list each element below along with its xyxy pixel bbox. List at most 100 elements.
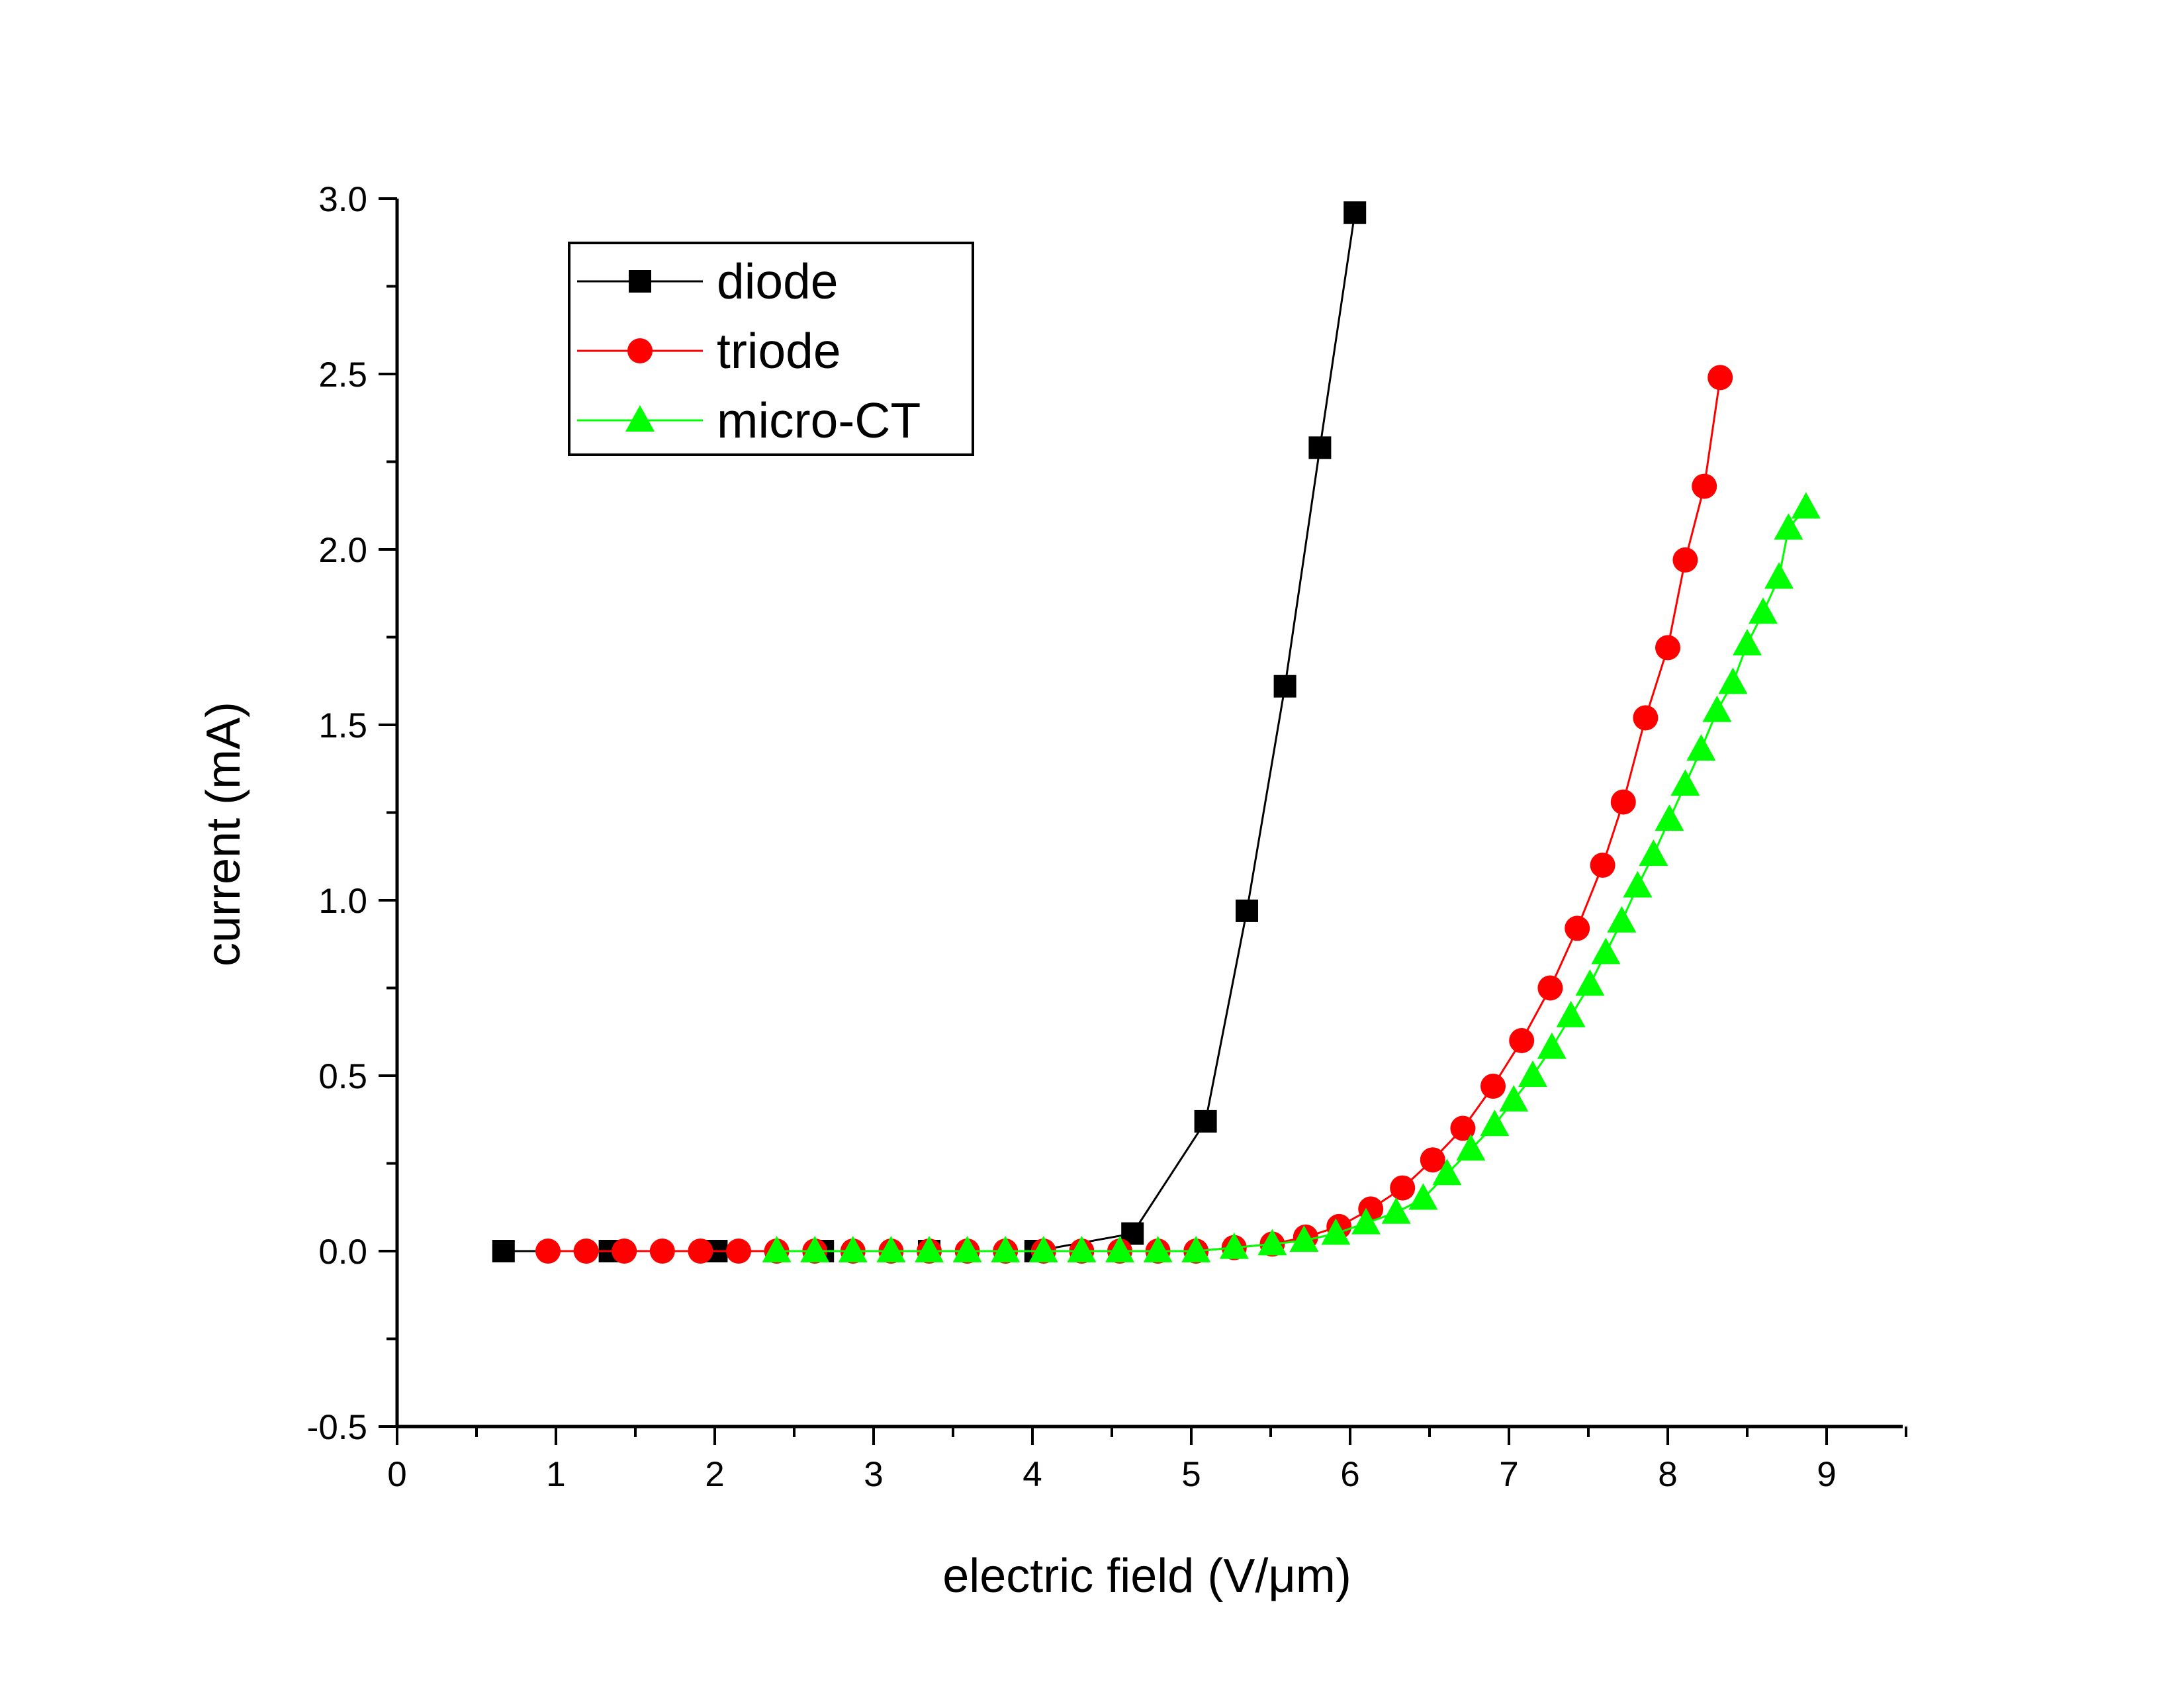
x-tick-label: 4 [1023, 1455, 1042, 1494]
data-point-micro-ct [1686, 734, 1716, 761]
data-point-triode [1692, 473, 1717, 499]
plot-area: 0 1 2 3 4 5 6 7 8 9 -0.5 0.0 0.5 1.0 1.5 2.0 2.5 3.0 [307, 180, 1907, 1494]
data-point-triode [688, 1239, 713, 1264]
data-point-micro-ct [1774, 513, 1803, 540]
data-point-triode [1610, 789, 1636, 815]
data-point-micro-ct [1607, 906, 1637, 933]
x-tick-label: 3 [864, 1455, 883, 1494]
data-point-triode [1450, 1115, 1476, 1141]
y-tick-label: -0.5 [307, 1408, 367, 1447]
data-point-micro-ct [1381, 1197, 1411, 1224]
data-point-triode [1633, 705, 1659, 731]
data-point-micro-ct [1351, 1207, 1381, 1235]
data-point-triode [649, 1239, 675, 1264]
data-point-diode [1194, 1109, 1217, 1133]
data-point-micro-ct [1499, 1085, 1529, 1112]
data-point-micro-ct [1791, 492, 1821, 519]
data-point-diode [1343, 201, 1367, 224]
data-point-triode [1509, 1028, 1535, 1053]
data-point-micro-ct [1321, 1218, 1351, 1245]
series-micro-ct [762, 492, 1821, 1262]
series-line-micro-ct [776, 506, 1807, 1252]
data-point-triode [1655, 635, 1680, 661]
data-point-micro-ct [1219, 1232, 1249, 1259]
x-tick-label: 0 [387, 1455, 406, 1494]
data-point-micro-ct [876, 1236, 906, 1262]
data-point-triode [1480, 1073, 1506, 1099]
data-point-micro-ct [1623, 870, 1653, 898]
data-point-micro-ct [800, 1236, 830, 1262]
series-triode [535, 365, 1733, 1264]
data-point-micro-ct [1432, 1158, 1462, 1186]
x-tick-label: 2 [705, 1455, 724, 1494]
data-point-triode [1672, 547, 1698, 573]
y-tick-label: 1.0 [318, 882, 367, 921]
legend-item-micro-ct: micro-CT [577, 393, 921, 448]
y-tick-label: 2.5 [318, 355, 367, 395]
data-point-micro-ct [1575, 969, 1605, 996]
x-axis-title: electric field (V/μm) [942, 1550, 1351, 1603]
data-point-micro-ct [1456, 1134, 1486, 1161]
x-tick-label: 8 [1658, 1455, 1677, 1494]
data-point-micro-ct [1028, 1236, 1058, 1262]
data-point-triode [1537, 975, 1563, 1001]
data-point-micro-ct [1289, 1225, 1319, 1252]
data-point-diode [1308, 436, 1332, 459]
y-tick-label: 0.5 [318, 1057, 367, 1096]
data-point-triode [1565, 915, 1590, 941]
y-axis-title: current (mA) [197, 702, 250, 966]
data-point-micro-ct [1670, 769, 1700, 796]
legend-item-triode: triode [577, 323, 841, 379]
data-point-micro-ct [991, 1236, 1021, 1262]
data-point-micro-ct [1143, 1236, 1173, 1262]
x-tick-label: 5 [1181, 1455, 1201, 1494]
data-point-micro-ct [1257, 1229, 1287, 1256]
data-point-micro-ct [1105, 1236, 1134, 1262]
data-point-micro-ct [1749, 597, 1778, 624]
legend-items: diode triode micro-CT [577, 254, 921, 448]
x-tick-label: 7 [1499, 1455, 1518, 1494]
data-point-micro-ct [1537, 1032, 1567, 1059]
data-point-triode [573, 1239, 599, 1264]
data-point-diode [492, 1240, 515, 1262]
legend-marker-micro-ct [625, 405, 655, 432]
legend-label-triode: triode [717, 323, 841, 379]
data-point-micro-ct [915, 1236, 944, 1262]
x-tick-label: 6 [1340, 1455, 1359, 1494]
x-ticks: 0 1 2 3 4 5 6 7 8 9 [387, 1427, 1907, 1494]
x-tick-label: 9 [1817, 1455, 1836, 1494]
series-layer [492, 201, 1821, 1264]
y-ticks: -0.5 0.0 0.5 1.0 1.5 2.0 2.5 3.0 [307, 180, 397, 1447]
data-point-micro-ct [1556, 1000, 1586, 1027]
legend-label-micro-ct: micro-CT [717, 393, 921, 448]
data-point-micro-ct [1764, 562, 1794, 589]
data-point-triode [535, 1239, 561, 1264]
data-point-micro-ct [1639, 839, 1668, 867]
data-point-micro-ct [1518, 1060, 1547, 1087]
y-tick-label: 0.0 [318, 1233, 367, 1272]
y-tick-label: 3.0 [318, 180, 367, 219]
data-point-triode [726, 1239, 751, 1264]
legend: diode triode micro-CT [568, 242, 974, 456]
data-point-micro-ct [1067, 1236, 1097, 1262]
data-point-micro-ct [762, 1236, 792, 1262]
data-point-micro-ct [1655, 804, 1684, 831]
data-point-micro-ct [1408, 1183, 1438, 1210]
legend-item-diode: diode [577, 254, 839, 309]
data-point-micro-ct [838, 1236, 868, 1262]
data-point-micro-ct [1591, 937, 1621, 964]
data-point-micro-ct [1733, 629, 1762, 656]
data-point-micro-ct [952, 1236, 982, 1262]
data-point-micro-ct [1181, 1236, 1211, 1262]
data-point-micro-ct [1702, 695, 1732, 722]
legend-marker-triode [627, 338, 653, 363]
data-point-triode [1590, 853, 1615, 878]
data-point-micro-ct [1480, 1109, 1510, 1137]
data-point-diode [1273, 675, 1297, 698]
data-point-triode [1390, 1175, 1416, 1201]
data-point-triode [1707, 365, 1733, 391]
y-tick-label: 1.5 [318, 706, 367, 745]
legend-label-diode: diode [717, 254, 839, 309]
data-point-triode [1420, 1147, 1445, 1173]
